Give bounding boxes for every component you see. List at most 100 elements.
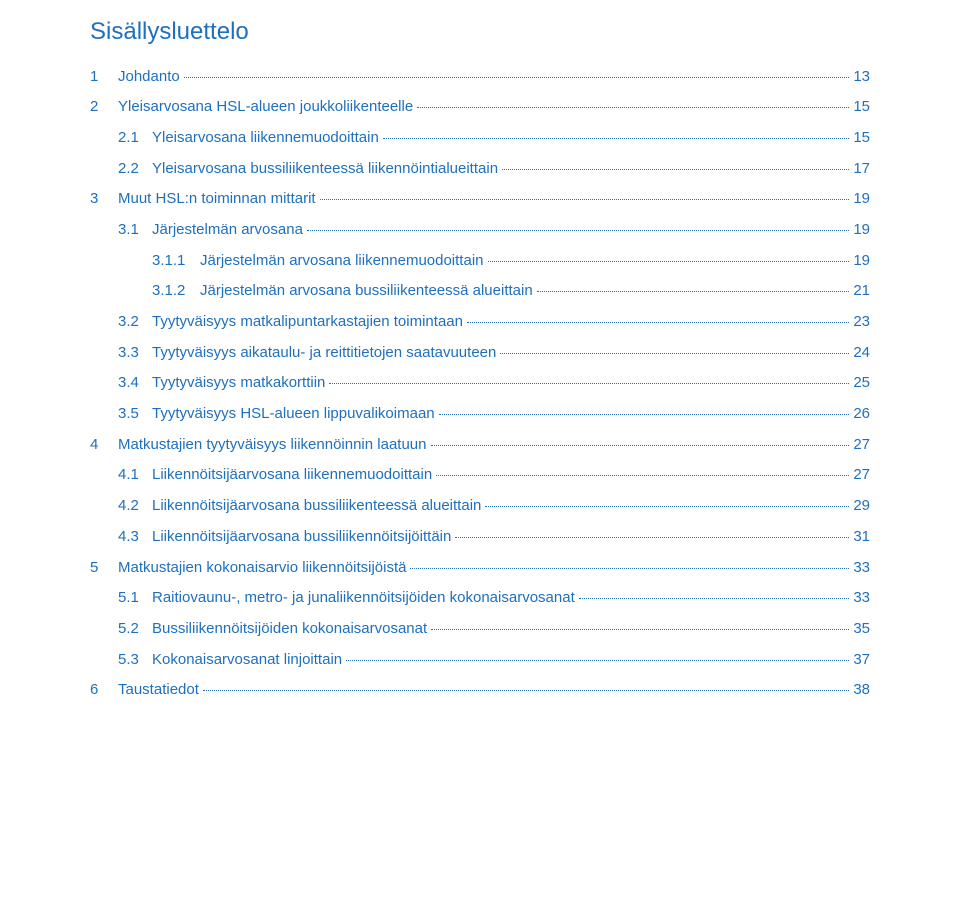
toc-entry-page: 25 — [853, 375, 870, 390]
toc-entry-page: 27 — [853, 437, 870, 452]
toc-entry-number: 2 — [90, 99, 118, 114]
toc-entry-page: 37 — [853, 652, 870, 667]
toc-leader-dots — [184, 63, 850, 78]
toc-leader-dots — [431, 615, 849, 630]
toc-entry-number: 3.5 — [118, 406, 152, 421]
toc-leader-dots — [455, 523, 849, 538]
toc-entry-page: 23 — [853, 314, 870, 329]
toc-entry-number: 5.2 — [118, 621, 152, 636]
toc-entry[interactable]: 5.2Bussiliikennöitsijöiden kokonaisarvos… — [90, 618, 870, 636]
toc-entry-page: 19 — [853, 253, 870, 268]
toc-entry[interactable]: 4Matkustajien tyytyväisyys liikennöinnin… — [90, 434, 870, 452]
toc-leader-dots — [467, 309, 849, 324]
toc-leader-dots — [500, 339, 849, 354]
toc-entry[interactable]: 4.3Liikennöitsijäarvosana bussiliikennöi… — [90, 526, 870, 544]
toc-entry-page: 13 — [853, 69, 870, 84]
toc-entry[interactable]: 3.5Tyytyväisyys HSL-alueen lippuvalikoim… — [90, 404, 870, 422]
toc-entry-label: Yleisarvosana HSL-alueen joukkoliikentee… — [118, 99, 413, 114]
toc-entry-page: 21 — [853, 283, 870, 298]
toc-entry-label: Yleisarvosana bussiliikenteessä liikennö… — [152, 161, 498, 176]
toc-entry-label: Järjestelmän arvosana — [152, 222, 303, 237]
toc-entry-label: Taustatiedot — [118, 682, 199, 697]
toc-leader-dots — [485, 493, 849, 508]
toc-entry[interactable]: 1Johdanto 13 — [90, 66, 870, 84]
toc-entry-page: 26 — [853, 406, 870, 421]
toc-entry-number: 4 — [90, 437, 118, 452]
toc-entry[interactable]: 2.2Yleisarvosana bussiliikenteessä liike… — [90, 158, 870, 176]
toc-entry[interactable]: 3.2Tyytyväisyys matkalipuntarkastajien t… — [90, 312, 870, 330]
toc-leader-dots — [579, 585, 850, 600]
toc-entry[interactable]: 6Taustatiedot 38 — [90, 680, 870, 698]
toc-entry-label: Järjestelmän arvosana liikennemuodoittai… — [200, 253, 484, 268]
toc-entry-number: 4.3 — [118, 529, 152, 544]
toc-entry-label: Kokonaisarvosanat linjoittain — [152, 652, 342, 667]
toc-entry-label: Liikennöitsijäarvosana liikennemuodoitta… — [152, 467, 432, 482]
toc-entry[interactable]: 2.1Yleisarvosana liikennemuodoittain15 — [90, 127, 870, 145]
toc-leader-dots — [383, 124, 850, 139]
toc-entry-label: Yleisarvosana liikennemuodoittain — [152, 130, 379, 145]
toc-entry-number: 3.4 — [118, 375, 152, 390]
toc-entry[interactable]: 3.1Järjestelmän arvosana19 — [90, 219, 870, 237]
toc-leader-dots — [502, 155, 849, 170]
toc-entry-number: 4.1 — [118, 467, 152, 482]
toc-entry-number: 6 — [90, 682, 118, 697]
toc-entry-label: Bussiliikennöitsijöiden kokonaisarvosana… — [152, 621, 427, 636]
toc-entry-page: 17 — [853, 161, 870, 176]
toc-entry-label: Raitiovaunu-, metro- ja junaliikennöitsi… — [152, 590, 575, 605]
toc-entry-page: 19 — [853, 191, 870, 206]
toc-entry-page: 15 — [853, 99, 870, 114]
toc-leader-dots — [537, 278, 850, 293]
toc-entry-page: 24 — [853, 345, 870, 360]
toc-entry[interactable]: 3.3Tyytyväisyys aikataulu- ja reittitiet… — [90, 342, 870, 360]
toc-entry[interactable]: 3.4Tyytyväisyys matkakorttiin 25 — [90, 373, 870, 391]
toc-entry[interactable]: 2Yleisarvosana HSL-alueen joukkoliikente… — [90, 97, 870, 115]
toc-entry[interactable]: 3Muut HSL:n toiminnan mittarit 19 — [90, 189, 870, 207]
toc-entry-number: 3.2 — [118, 314, 152, 329]
toc-entry-label: Tyytyväisyys matkalipuntarkastajien toim… — [152, 314, 463, 329]
toc-leader-dots — [307, 216, 849, 231]
toc-leader-dots — [439, 401, 850, 416]
toc-entry-page: 27 — [853, 467, 870, 482]
toc-leader-dots — [431, 431, 850, 446]
toc-entry-label: Matkustajien tyytyväisyys liikennöinnin … — [118, 437, 427, 452]
toc-entry-label: Tyytyväisyys HSL-alueen lippuvalikoimaan — [152, 406, 435, 421]
toc-entry-number: 2.2 — [118, 161, 152, 176]
toc-title: Sisällysluettelo — [90, 18, 870, 46]
toc-entry-label: Matkustajien kokonaisarvio liikennöitsij… — [118, 560, 406, 575]
toc-leader-dots — [320, 186, 850, 201]
toc-leader-dots — [346, 646, 849, 661]
table-of-contents: 1Johdanto 13 2Yleisarvosana HSL-alueen jou… — [90, 66, 870, 697]
toc-entry-number: 3.1.1 — [152, 253, 200, 268]
toc-entry-number: 3 — [90, 191, 118, 206]
toc-entry-label: Liikennöitsijäarvosana bussiliikennöitsi… — [152, 529, 451, 544]
toc-entry[interactable]: 4.1Liikennöitsijäarvosana liikennemuodoi… — [90, 465, 870, 483]
toc-entry[interactable]: 3.1.2Järjestelmän arvosana bussiliikente… — [90, 281, 870, 299]
toc-entry-page: 35 — [853, 621, 870, 636]
toc-entry-number: 1 — [90, 69, 118, 84]
toc-entry[interactable]: 5Matkustajien kokonaisarvio liikennöitsi… — [90, 557, 870, 575]
toc-entry-number: 5.3 — [118, 652, 152, 667]
toc-entry-number: 3.1.2 — [152, 283, 200, 298]
toc-entry-number: 5 — [90, 560, 118, 575]
toc-entry-page: 15 — [853, 130, 870, 145]
toc-leader-dots — [410, 554, 849, 569]
toc-entry[interactable]: 5.1Raitiovaunu-, metro- ja junaliikennöi… — [90, 588, 870, 606]
document-page: Sisällysluettelo 1Johdanto132Yleisarvosa… — [0, 0, 960, 697]
toc-entry-number: 5.1 — [118, 590, 152, 605]
toc-leader-dots — [488, 247, 850, 262]
toc-entry-label: Tyytyväisyys aikataulu- ja reittitietoje… — [152, 345, 496, 360]
toc-entry[interactable]: 4.2Liikennöitsijäarvosana bussiliikentee… — [90, 496, 870, 514]
toc-entry-label: Tyytyväisyys matkakorttiin — [152, 375, 325, 390]
toc-entry-number: 4.2 — [118, 498, 152, 513]
toc-entry-label: Liikennöitsijäarvosana bussiliikenteessä… — [152, 498, 481, 513]
toc-entry-page: 33 — [853, 590, 870, 605]
toc-entry[interactable]: 3.1.1Järjestelmän arvosana liikennemuodo… — [90, 250, 870, 268]
toc-entry[interactable]: 5.3Kokonaisarvosanat linjoittain 37 — [90, 649, 870, 667]
toc-leader-dots — [417, 94, 849, 109]
toc-entry-number: 3.3 — [118, 345, 152, 360]
toc-entry-page: 38 — [853, 682, 870, 697]
toc-leader-dots — [203, 677, 849, 692]
toc-entry-label: Järjestelmän arvosana bussiliikenteessä … — [200, 283, 533, 298]
toc-entry-label: Muut HSL:n toiminnan mittarit — [118, 191, 316, 206]
toc-entry-label: Johdanto — [118, 69, 180, 84]
